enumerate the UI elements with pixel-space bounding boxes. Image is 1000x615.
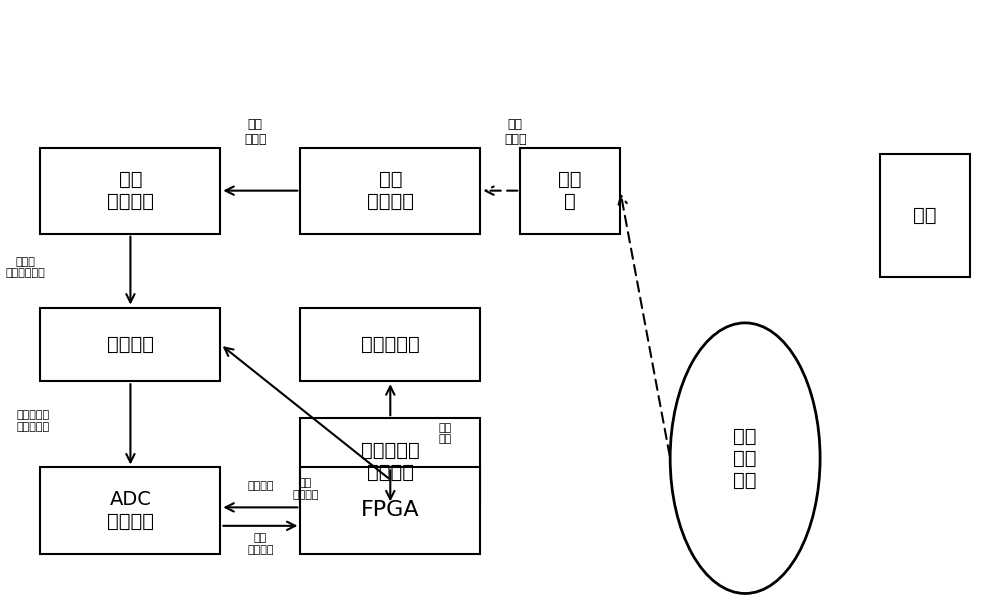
Text: 模拟
放大电路: 模拟 放大电路 [107,170,154,211]
Text: 控制
信号: 控制 信号 [439,423,452,445]
Text: 物体: 物体 [913,206,937,224]
Text: 时间
参考脉冲: 时间 参考脉冲 [292,478,319,500]
FancyBboxPatch shape [880,154,970,277]
FancyBboxPatch shape [300,418,480,504]
Ellipse shape [670,323,820,593]
Text: 合路系统: 合路系统 [107,335,154,354]
Text: 带时间参考
的回波信号: 带时间参考 的回波信号 [17,410,50,432]
Text: FPGA: FPGA [361,501,420,520]
Text: 控制信号: 控制信号 [247,481,274,491]
Text: 回波
光信号: 回波 光信号 [504,118,526,146]
Text: 回波
电信号: 回波 电信号 [244,118,267,146]
Text: ADC
采样系统: ADC 采样系统 [107,490,154,531]
FancyBboxPatch shape [520,148,620,234]
FancyBboxPatch shape [40,148,220,234]
Text: 定幅度
回波模拟信号: 定幅度 回波模拟信号 [6,256,45,279]
Text: 滤光
片: 滤光 片 [558,170,582,211]
Text: 激光发射器: 激光发射器 [361,335,420,354]
Text: 光学
准真
系统: 光学 准真 系统 [733,427,757,490]
FancyBboxPatch shape [300,467,480,554]
FancyBboxPatch shape [40,467,220,554]
Text: 数字
检测信号: 数字 检测信号 [247,533,274,555]
Text: 激光窄脉冲
发射电路: 激光窄脉冲 发射电路 [361,441,420,482]
FancyBboxPatch shape [300,148,480,234]
FancyBboxPatch shape [40,308,220,381]
Text: 光电
转换系统: 光电 转换系统 [367,170,414,211]
FancyBboxPatch shape [300,308,480,381]
